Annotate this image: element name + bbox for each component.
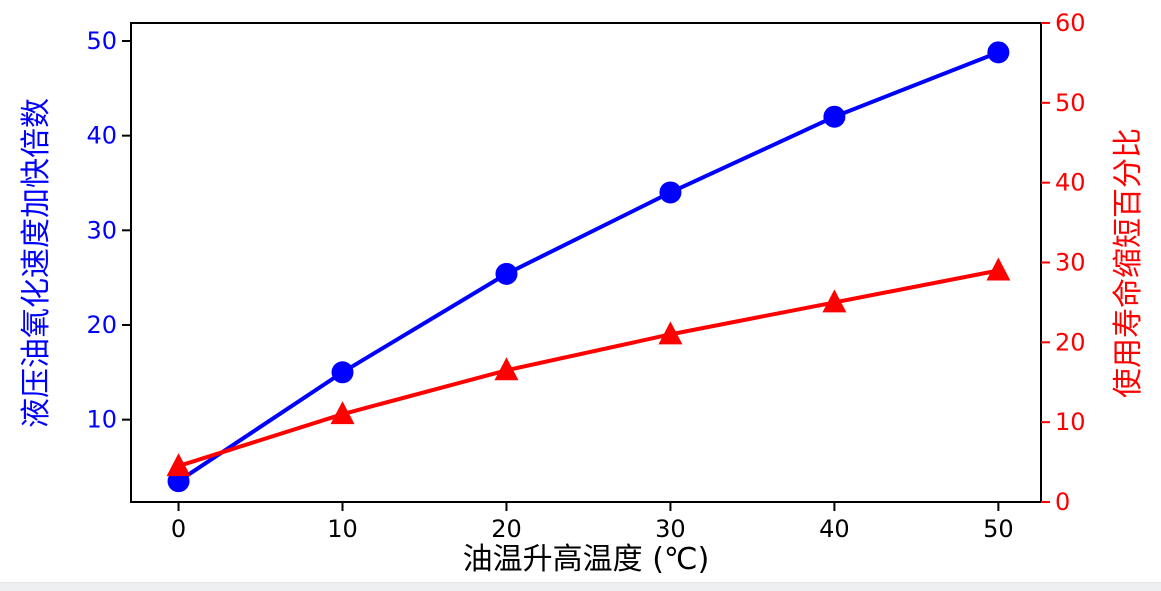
left-y-tick-label: 40 (86, 122, 117, 150)
left-y-tick-label: 30 (86, 216, 117, 244)
data-point-triangle (330, 401, 355, 425)
bottom-strip (0, 582, 1161, 591)
x-tick-label: 30 (655, 515, 686, 543)
series-line-life (176, 268, 1001, 469)
right-y-tick-label: 30 (1055, 249, 1086, 277)
data-point-triangle (166, 453, 191, 477)
left-y-tick-label: 50 (86, 27, 117, 55)
right-y-tick-label: 0 (1055, 488, 1070, 516)
data-point-circle (823, 105, 846, 128)
right-y-tick-label: 20 (1055, 328, 1086, 356)
x-axis-label: 油温升高温度 (℃) (463, 542, 710, 577)
series-line-oxidation (176, 50, 1001, 484)
x-tick-label: 10 (327, 515, 358, 543)
x-tick-label: 0 (171, 515, 186, 543)
data-point-triangle (658, 321, 683, 345)
left-y-tick-label: 10 (86, 406, 117, 434)
right-y-tick-label: 10 (1055, 408, 1086, 436)
x-tick-label: 50 (983, 515, 1014, 543)
left-y-tick-label: 20 (86, 311, 117, 339)
x-tick-label: 40 (819, 515, 850, 543)
right-y-tick-label: 50 (1055, 89, 1086, 117)
data-point-circle (659, 181, 682, 204)
data-point-triangle (494, 357, 519, 381)
left-y-axis-label: 液压油氧化速度加快倍数 (19, 98, 54, 428)
right-y-axis-label: 使用寿命缩短百分比 (1111, 128, 1146, 398)
right-y-tick-label: 40 (1055, 169, 1086, 197)
plot-area: 0 10 20 30 40 50 10 20 30 40 50 0 10 20 30 40 50 60 (86, 9, 1085, 543)
x-tick-label: 20 (491, 515, 522, 543)
axes-spines (130, 22, 1042, 503)
data-point-circle (987, 41, 1010, 64)
right-y-tick-label: 60 (1055, 9, 1086, 37)
data-point-circle (495, 262, 518, 285)
data-point-triangle (986, 257, 1011, 281)
data-point-triangle (822, 289, 847, 313)
data-point-circle (331, 361, 354, 384)
